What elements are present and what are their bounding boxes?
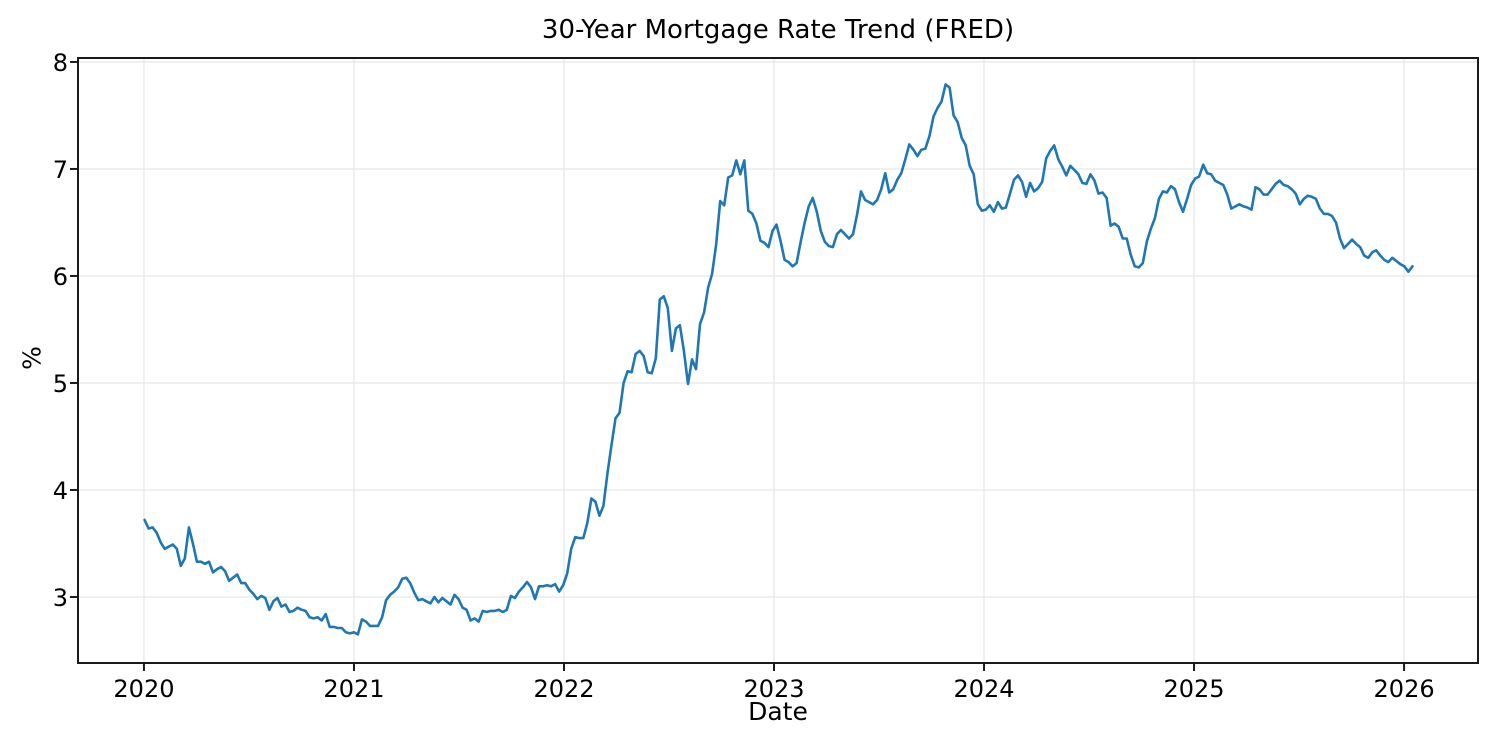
x-tick-label: 2022: [533, 675, 594, 703]
x-tick-label: 2023: [743, 675, 804, 703]
y-tick-label: 3: [53, 584, 68, 612]
y-axis-label: %: [17, 346, 47, 370]
x-tick-label: 2026: [1374, 675, 1435, 703]
rate-line: [143, 83, 1414, 636]
axes-spines: [77, 57, 1479, 664]
x-tick-label: 2024: [953, 675, 1014, 703]
y-tick-label: 5: [53, 370, 68, 398]
y-tick-label: 6: [53, 263, 68, 291]
x-tick-label: 2025: [1164, 675, 1225, 703]
x-tick-label: 2021: [323, 675, 384, 703]
y-tick-label: 8: [53, 49, 68, 77]
y-tick-label: 4: [53, 477, 68, 505]
chart-title: 30-Year Mortgage Rate Trend (FRED): [541, 15, 1015, 45]
y-tick-label: 7: [53, 156, 68, 184]
x-tick-label: 2020: [113, 675, 174, 703]
x-axis-label: Date: [748, 697, 808, 726]
